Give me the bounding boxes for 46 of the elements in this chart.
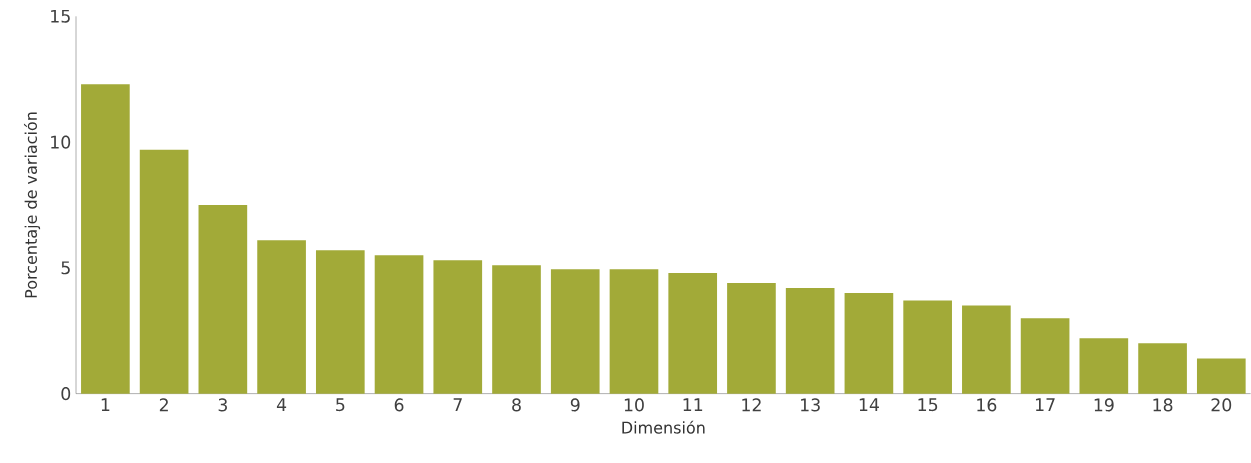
y-tick-label: 10 bbox=[51, 135, 71, 149]
bar bbox=[609, 269, 659, 394]
bar bbox=[374, 255, 424, 394]
x-tick-label: 4 bbox=[276, 398, 287, 411]
bar bbox=[139, 149, 189, 394]
bar bbox=[727, 282, 776, 394]
bar bbox=[315, 250, 365, 394]
x-axis-title: Dimensión bbox=[622, 420, 705, 434]
y-tick-label: 0 bbox=[61, 387, 71, 401]
x-tick-label: 13 bbox=[801, 398, 820, 412]
bar bbox=[1079, 338, 1129, 394]
x-tick-label: 7 bbox=[453, 398, 462, 411]
x-tick-label: 17 bbox=[1035, 398, 1055, 411]
x-tick-label: 12 bbox=[742, 398, 761, 412]
x-tick-label: 9 bbox=[570, 398, 580, 412]
x-tick-label: 14 bbox=[859, 398, 879, 411]
x-tick-label: 1 bbox=[101, 398, 110, 411]
x-tick-label: 16 bbox=[977, 398, 997, 412]
x-tick-label: 6 bbox=[394, 398, 404, 412]
x-tick-label: 5 bbox=[336, 398, 345, 412]
bar bbox=[257, 240, 306, 394]
x-tick-label: 2 bbox=[159, 398, 168, 412]
x-tick-label: 8 bbox=[512, 398, 521, 412]
bar bbox=[903, 300, 952, 394]
bar bbox=[492, 265, 541, 394]
x-tick-label: 15 bbox=[918, 398, 938, 412]
y-tick-label: 5 bbox=[61, 261, 70, 275]
bar bbox=[81, 84, 130, 394]
bar bbox=[844, 293, 894, 394]
bar bbox=[1020, 318, 1070, 394]
bar bbox=[668, 272, 718, 394]
x-tick-label: 10 bbox=[624, 398, 644, 412]
bar bbox=[1138, 343, 1187, 394]
x-tick-label: 3 bbox=[218, 398, 227, 412]
y-tick-label: 15 bbox=[51, 9, 70, 23]
x-tick-label: 19 bbox=[1094, 398, 1114, 412]
x-tick-label: 18 bbox=[1153, 398, 1173, 412]
bar bbox=[785, 288, 835, 394]
bar bbox=[433, 260, 483, 394]
y-axis-title: Porcentaje de variación bbox=[23, 112, 41, 298]
bar bbox=[1196, 358, 1246, 394]
x-tick-label: 11 bbox=[683, 398, 703, 411]
x-tick-label: 20 bbox=[1211, 398, 1232, 412]
bar bbox=[962, 305, 1011, 394]
bar bbox=[198, 204, 248, 394]
bar bbox=[550, 269, 600, 394]
